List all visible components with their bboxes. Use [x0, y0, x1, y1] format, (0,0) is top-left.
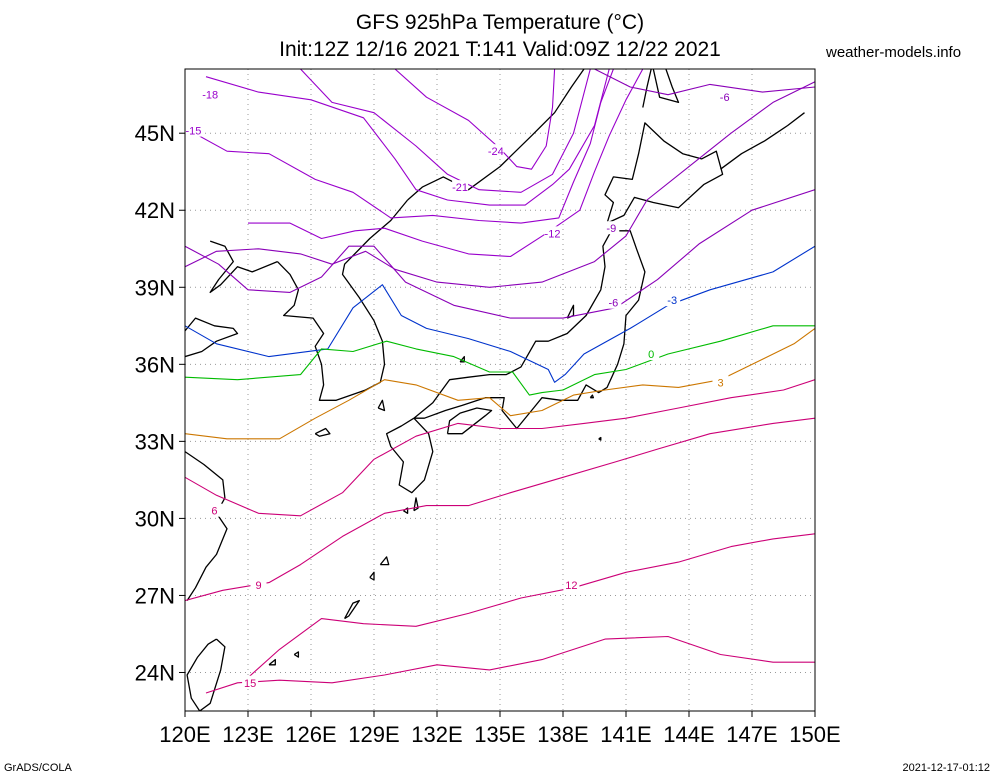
- contour-label-bg: [664, 293, 681, 307]
- coast-tsushima: [377, 399, 386, 412]
- coast-hokkaido: [604, 122, 724, 224]
- contour-label: -18: [202, 90, 218, 102]
- contour-label-bg: [250, 578, 267, 592]
- contour-line: [185, 379, 815, 517]
- contour-label-bg: [242, 675, 259, 689]
- contour-label: 0: [648, 349, 654, 361]
- lat-tick-label: 39N: [135, 275, 175, 300]
- temperature-contours: -24 -21 -18 -15 -12 -9 -6 -6 -3 0 3 6 9 12 15: [185, 69, 815, 694]
- contour-label-bg: [563, 578, 580, 592]
- coast-oki: [459, 355, 465, 363]
- lat-tick-label: 45N: [135, 121, 175, 146]
- footer-timestamp: 2021-12-17-01:12: [902, 762, 990, 774]
- coast-jeju: [314, 427, 331, 437]
- coast-china-coast: [185, 317, 239, 358]
- coast-tokunoshima: [369, 571, 375, 581]
- coast-shikoku: [446, 407, 493, 435]
- lon-tick-label: 126E: [285, 722, 336, 747]
- contour-line: [185, 417, 815, 602]
- coast-russia-coast: [407, 69, 585, 201]
- contour-line: [394, 69, 556, 170]
- contour-line: [205, 635, 815, 694]
- contour-label: -6: [720, 92, 730, 104]
- lat-tick-label: 27N: [135, 583, 175, 608]
- contour-label-bg: [603, 221, 620, 235]
- contour-label: -9: [606, 223, 616, 235]
- contour-line: [247, 533, 815, 679]
- source-label: weather-models.info: [826, 44, 962, 61]
- coast-okinawa: [344, 599, 360, 620]
- contour-label: -3: [667, 295, 677, 307]
- lat-tick-label: 33N: [135, 429, 175, 454]
- contour-label-bg: [643, 347, 660, 361]
- contour-label-bg: [452, 180, 469, 194]
- lon-tick-label: 150E: [789, 722, 840, 747]
- lon-tick-label: 132E: [411, 722, 462, 747]
- lon-tick-label: 120E: [159, 722, 210, 747]
- coast-sakhalin-east: [652, 69, 680, 104]
- contour-label-bg: [712, 375, 729, 389]
- lon-tick-label: 147E: [726, 722, 777, 747]
- contour-label-bg: [544, 226, 561, 240]
- coast-amami: [379, 556, 390, 566]
- contour-label: 15: [244, 678, 256, 690]
- lat-tick-label: 24N: [135, 660, 175, 685]
- contour-line: [185, 69, 614, 224]
- contour-label: 12: [565, 580, 577, 592]
- contour-line: [185, 325, 815, 396]
- contour-line: [248, 69, 644, 258]
- coast-korea-west-coast: [276, 199, 409, 401]
- contour-label: -6: [609, 298, 619, 310]
- contour-label: -24: [488, 146, 504, 158]
- coast-china-coast-south: [185, 451, 228, 601]
- contour-line: [594, 69, 815, 96]
- contour-label: -12: [545, 228, 561, 240]
- contour-line: [185, 81, 815, 288]
- contour-line: [300, 69, 591, 193]
- coast-sakhalin: [642, 69, 652, 108]
- coast-izu-oshima: [589, 394, 595, 399]
- lon-tick-label: 123E: [222, 722, 273, 747]
- lon-tick-label: 138E: [537, 722, 588, 747]
- contour-label-bg: [605, 295, 622, 309]
- contour-label-bg: [185, 123, 202, 137]
- map-subtitle: Init:12Z 12/16 2021 T:141 Valid:09Z 12/2…: [279, 38, 721, 61]
- contour-label-bg: [202, 87, 219, 101]
- coast-hachijo: [598, 436, 602, 441]
- map-title: GFS 925hPa Temperature (°C): [355, 11, 645, 34]
- coastlines: [185, 69, 805, 711]
- contour-label-bg: [206, 503, 223, 517]
- lat-tick-label: 30N: [135, 506, 175, 531]
- lon-tick-label: 141E: [600, 722, 651, 747]
- coast-taiwan: [186, 638, 226, 711]
- contour-line: [185, 189, 815, 319]
- coast-china-coast-north: [209, 240, 278, 294]
- lon-tick-label: 135E: [474, 722, 525, 747]
- contour-label: 3: [717, 377, 723, 389]
- lon-tick-label: 129E: [348, 722, 399, 747]
- contour-label: -15: [185, 126, 201, 138]
- lat-tick-label: 36N: [135, 352, 175, 377]
- coast-honshu: [413, 230, 646, 430]
- lon-tick-label: 144E: [663, 722, 714, 747]
- coast-miyako: [293, 651, 300, 658]
- contour-label: 9: [255, 580, 261, 592]
- footer-software: GrADS/COLA: [4, 762, 72, 774]
- coast-ishigaki: [268, 658, 276, 666]
- coast-kyushu: [385, 417, 434, 494]
- lon-axis: 120E 123E 126E 129E 132E 135E 138E 141E 144E 147E…: [159, 711, 841, 747]
- contour-label: 6: [211, 506, 217, 518]
- contour-label-bg: [716, 90, 733, 104]
- contour-label-bg: [487, 144, 504, 158]
- coast-kuril-1: [720, 112, 805, 170]
- lat-tick-label: 42N: [135, 198, 175, 223]
- contour-line: [205, 69, 610, 206]
- coast-tanegashima: [413, 497, 419, 512]
- contour-label: -21: [452, 182, 468, 194]
- lat-axis: 24N 27N 30N 33N 36N 39N 42N 45N: [135, 121, 185, 685]
